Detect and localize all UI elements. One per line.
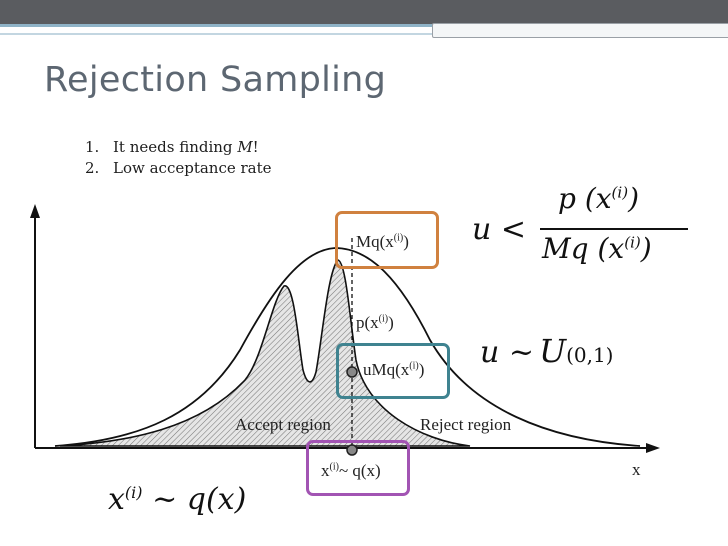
uniform-formula: u ~ U(0,1) <box>480 332 614 370</box>
target-label: p(x(i)) <box>356 313 394 332</box>
rejection-sampling-figure <box>30 204 660 456</box>
slide-header-thin-line <box>0 33 728 35</box>
sample-point-x <box>346 444 358 456</box>
formula-denominator: Mq (x(i)) <box>542 232 652 265</box>
formula-fraction-bar <box>540 228 688 230</box>
formula-u-less: u < <box>472 212 526 247</box>
sample-x-label: x(i)~ q(x) <box>321 461 381 480</box>
accept-region-label: Accept region <box>235 415 331 434</box>
envelope-highlight-box <box>335 211 439 269</box>
bullet-text: It needs finding <box>113 138 238 156</box>
bullet-item: 2. Low acceptance rate <box>85 158 272 179</box>
x-axis-label: x <box>632 460 641 479</box>
reject-region-label: Reject region <box>420 415 512 434</box>
umq-highlight-box <box>336 343 450 399</box>
acceptance-formula: u < p (x(i)) Mq (x(i)) <box>470 180 720 280</box>
bullet-number: 1. <box>85 138 100 156</box>
bullet-text: Low acceptance rate <box>113 159 272 177</box>
bullet-list: 1. It needs finding M! 2. Low acceptance r… <box>85 137 272 179</box>
bullet-number: 2. <box>85 159 100 177</box>
slide-header-bar <box>0 0 728 24</box>
bullet-item: 1. It needs finding M! <box>85 137 272 158</box>
slide-header-tab <box>432 23 728 38</box>
slide-header-gap <box>0 27 728 33</box>
formula-numerator: p (x(i)) <box>558 182 639 215</box>
umq-label: uMq(x(i)) <box>363 360 425 379</box>
target-density-area <box>59 259 471 447</box>
slide-header-accent-line <box>0 24 728 27</box>
sample-point-u <box>346 366 358 378</box>
sampling-formula: x(i) ~ q(x) <box>108 482 247 517</box>
y-axis-arrow-icon <box>30 204 40 218</box>
x-axis-arrow-icon <box>646 443 660 453</box>
bullet-emphasis: M <box>237 138 253 156</box>
envelope-label: Mq(x(i)) <box>356 232 409 251</box>
sample-highlight-box <box>306 440 410 496</box>
bullet-text-end: ! <box>252 138 259 156</box>
slide-title: Rejection Sampling <box>44 60 387 100</box>
